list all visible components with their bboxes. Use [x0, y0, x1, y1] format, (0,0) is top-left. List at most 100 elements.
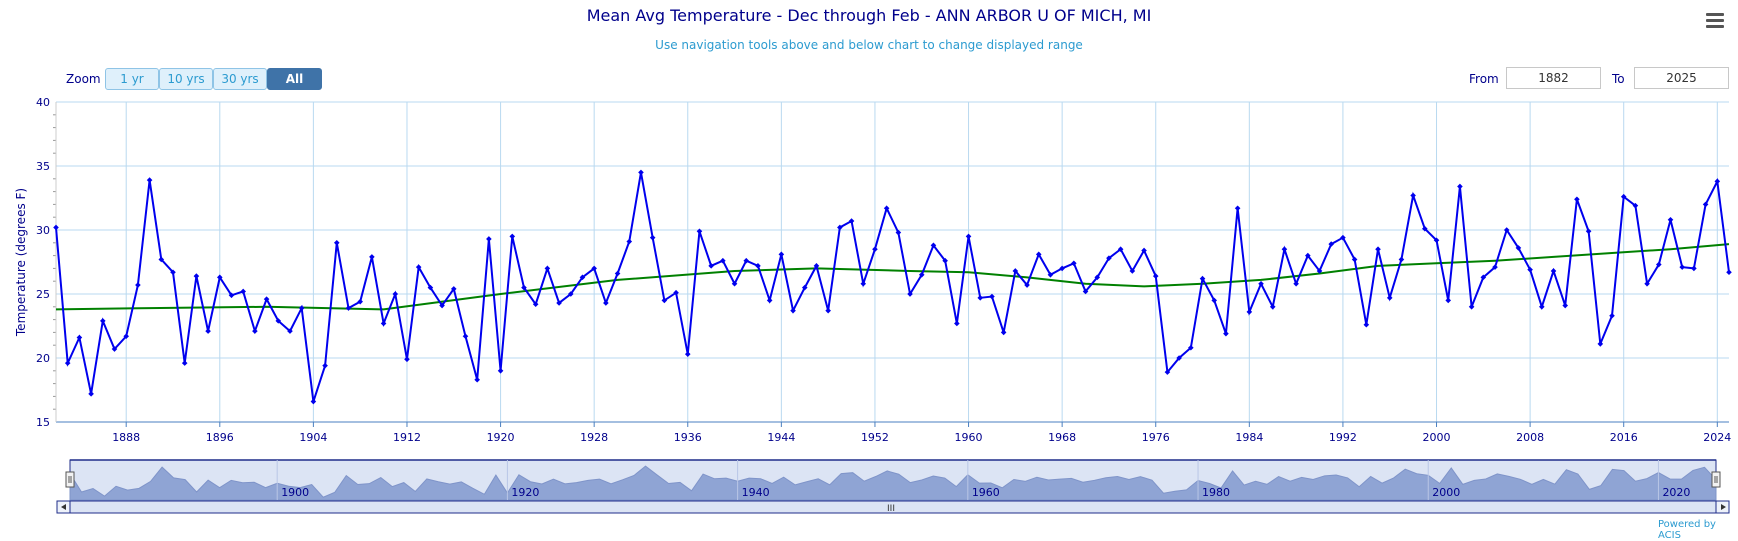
data-point: [848, 218, 855, 224]
data-point: [930, 242, 937, 249]
data-point: [1386, 295, 1393, 301]
data-point: [450, 286, 457, 292]
data-point: [193, 273, 200, 279]
navigator-label: 1940: [742, 486, 770, 499]
data-point: [801, 284, 808, 291]
zoom-label: Zoom: [66, 72, 101, 86]
x-tick-label: 1976: [1142, 431, 1170, 444]
data-point: [1445, 297, 1452, 304]
data-point: [205, 328, 211, 334]
data-point: [1141, 247, 1147, 254]
data-point: [614, 270, 621, 277]
data-point: [579, 274, 586, 281]
navigator-left-handle[interactable]: [65, 471, 75, 488]
data-point: [989, 293, 995, 300]
x-tick-label: 2000: [1423, 431, 1451, 444]
data-point: [638, 169, 644, 176]
data-point: [731, 280, 738, 287]
navigator-label: 2020: [1662, 486, 1690, 499]
data-point: [1035, 251, 1042, 258]
data-point: [345, 305, 352, 311]
data-point: [275, 318, 282, 324]
data-point: [521, 284, 527, 291]
zoom-10yrs-button[interactable]: 10 yrs: [159, 68, 213, 90]
data-point: [53, 224, 59, 231]
data-point: [813, 263, 820, 269]
data-point: [696, 228, 703, 235]
data-point: [439, 302, 445, 309]
data-point: [240, 288, 246, 295]
data-point: [1316, 268, 1323, 274]
data-point: [1164, 369, 1171, 375]
data-point: [76, 334, 83, 341]
data-point: [684, 351, 691, 357]
data-point: [298, 305, 305, 311]
x-tick-label: 1912: [393, 431, 421, 444]
data-point: [1702, 201, 1709, 208]
data-point: [1340, 234, 1346, 241]
y-axis-label: Temperature (degrees F): [14, 188, 28, 337]
data-point: [263, 296, 270, 302]
data-point: [1539, 304, 1545, 310]
data-point: [88, 391, 94, 397]
data-point: [497, 368, 504, 374]
data-point: [743, 257, 750, 264]
data-point: [1433, 237, 1440, 244]
scroll-left-button: [56, 500, 71, 514]
data-point: [790, 307, 796, 314]
data-point: [942, 257, 948, 264]
zoom-30yrs-button[interactable]: 30 yrs: [213, 68, 267, 90]
data-point: [123, 333, 129, 340]
data-point: [486, 236, 492, 242]
data-point: [1609, 312, 1615, 319]
to-input[interactable]: [1634, 67, 1729, 89]
arrow-left-icon: [61, 504, 66, 510]
data-point: [1000, 329, 1007, 336]
x-tick-label: 1992: [1329, 431, 1357, 444]
x-tick-label: 1944: [767, 431, 795, 444]
y-tick-label: 25: [36, 288, 50, 301]
data-point: [1480, 274, 1487, 281]
y-tick-label: 20: [36, 352, 50, 365]
data-point: [1726, 269, 1732, 276]
data-point: [954, 320, 960, 327]
navigator-right-handle[interactable]: [1711, 471, 1721, 488]
x-tick-label: 1984: [1235, 431, 1263, 444]
data-point: [778, 251, 785, 258]
data-point: [1468, 304, 1475, 310]
y-tick-label: 30: [36, 224, 50, 237]
hamburger-menu-icon[interactable]: [1706, 13, 1724, 29]
zoom-1yr-button[interactable]: 1 yr: [105, 68, 159, 90]
navigator-scrollbar[interactable]: III: [56, 500, 1730, 514]
navigator-label: 1980: [1202, 486, 1230, 499]
data-point: [1691, 265, 1697, 272]
from-input[interactable]: [1506, 67, 1601, 89]
credit-link[interactable]: Powered by ACIS: [1658, 519, 1716, 541]
trend-line: [55, 243, 1730, 311]
data-point: [1574, 196, 1580, 203]
zoom-all-button[interactable]: All: [267, 68, 322, 90]
chart-subtitle: Use navigation tools above and below cha…: [655, 38, 1083, 52]
x-tick-label: 1888: [112, 431, 140, 444]
data-point: [1199, 275, 1206, 282]
data-point: [1457, 183, 1463, 190]
data-point: [1106, 255, 1112, 261]
data-point: [1024, 282, 1030, 288]
x-tick-label: 1920: [487, 431, 515, 444]
scrollbar-grip: III: [887, 504, 895, 514]
y-tick-label: 40: [36, 96, 50, 109]
x-tick-label: 1936: [674, 431, 702, 444]
x-tick-label: 1904: [299, 431, 327, 444]
x-tick-label: 1968: [1048, 431, 1076, 444]
from-label: From: [1469, 72, 1499, 86]
data-point: [1667, 216, 1674, 223]
data-point: [1550, 268, 1557, 274]
x-tick-label: 2016: [1610, 431, 1638, 444]
x-tick-label: 1960: [955, 431, 983, 444]
data-point: [1211, 297, 1218, 304]
data-point: [1258, 280, 1264, 287]
data-point: [1585, 228, 1592, 235]
temperature-line: [55, 172, 1730, 402]
data-point: [1597, 341, 1604, 347]
x-tick-label: 1896: [206, 431, 234, 444]
